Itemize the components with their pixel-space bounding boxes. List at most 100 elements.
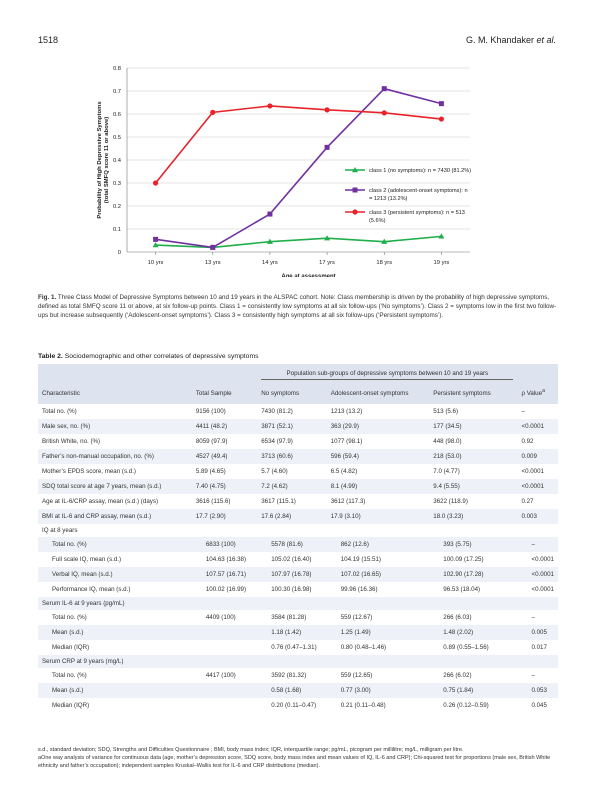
table-cell: 107.57 (16.71): [191, 567, 258, 582]
table-cell: 0.58 (1.68): [257, 683, 327, 698]
table-cell: [191, 698, 258, 713]
y-tick-label: 0.7: [113, 89, 121, 95]
table-cell: 99.96 (16.36): [326, 582, 430, 597]
table-cell: 266 (6.03): [429, 610, 518, 625]
table-cell: 3871 (52.1): [257, 419, 327, 434]
table-cell: 513 (5.6): [429, 404, 518, 419]
table-cell: 3584 (81.28): [257, 610, 327, 625]
table-row: Total no. (%) 4409 (100) 3584 (81.28) 559 (…: [38, 610, 558, 625]
table-row: Father’s non-manual occupation, no. (%) 4…: [38, 449, 558, 464]
table-cell: [517, 655, 558, 668]
table-cell: Mean (s.d.): [38, 625, 192, 640]
table-cell: [191, 625, 258, 640]
table-row: Total no. (%) 4417 (100) 3592 (81.32) 559 (…: [38, 668, 558, 683]
depressive-symptoms-line-chart: 0 0.1 0.2 0.3 0.4 0.5 0.6 0.7 0.8 10 yrs 13 yrs 14 …: [97, 66, 471, 277]
figure-label: Fig. 1.: [38, 294, 57, 301]
col-header-p-value: ρ Valuea: [517, 382, 558, 404]
table-cell: [429, 524, 518, 537]
table-cell: 0.005: [517, 625, 558, 640]
table-cell: 5.89 (4.65): [191, 464, 258, 479]
y-axis-label-line2: (total SMFQ score 11 or above): [104, 117, 110, 203]
table-cell: Median (IQR): [38, 698, 192, 713]
header-blank: [38, 364, 192, 382]
table-footnotes: s.d., standard deviation; SDQ, Strengths…: [38, 746, 563, 770]
legend-label: class 3 (persistent symptoms): n = 513: [369, 210, 465, 216]
data-point-square: [267, 211, 273, 217]
table-cell: 0.92: [517, 434, 558, 449]
table-cell: [326, 655, 430, 668]
table-cell: 4411 (48.2): [191, 419, 258, 434]
x-tick-label: 17 yrs: [319, 260, 335, 266]
table-cell: [257, 655, 327, 668]
table-cell: 393 (5.75): [429, 537, 518, 552]
running-header-authors: G. M. Khandaker et al.: [466, 35, 556, 45]
table-cell: 0.045: [517, 698, 558, 713]
col-header-adolescent-onset: Adolescent-onset symptoms: [326, 382, 430, 404]
table-cell: [257, 524, 327, 537]
table-group-row: Serum CRP at 9 years (mg/L): [38, 655, 558, 668]
col-header-persistent: Persistent symptoms: [429, 382, 518, 404]
table-cell: 6534 (97.9): [257, 434, 327, 449]
table-cell: 3713 (60.6): [257, 449, 327, 464]
header-blank: [191, 364, 258, 382]
series-line-3: [154, 105, 442, 184]
table-row: Full scale IQ, mean (s.d.) 104.63 (16.38)…: [38, 552, 558, 567]
data-point-square: [438, 101, 444, 107]
table-cell: SDQ total score at age 7 years, mean (s.…: [38, 479, 192, 494]
table-cell: 4527 (49.4): [191, 449, 258, 464]
table-cell: [326, 524, 430, 537]
table-cell: Mean (s.d.): [38, 683, 192, 698]
data-point-circle: [381, 110, 387, 116]
series-line-1: [155, 235, 442, 249]
col-header-no-symptoms: No symptoms: [257, 382, 327, 404]
table-cell: 18.0 (3.23): [429, 509, 518, 524]
table-cell: 3622 (118.9): [429, 494, 518, 509]
table-cell: [429, 597, 518, 610]
table-cell: 107.97 (16.78): [257, 567, 327, 582]
legend-marker-square: [352, 187, 358, 193]
y-tick-label: 0.8: [113, 66, 121, 72]
series-line-2: [155, 87, 442, 249]
table-cell: <0.0001: [517, 479, 558, 494]
et-al-text: et al.: [536, 35, 556, 45]
table-cell: 3617 (115.1): [257, 494, 327, 509]
table-cell: 100.02 (16.99): [191, 582, 258, 597]
table-cell: 7.0 (4.77): [429, 464, 518, 479]
table-row: Performance IQ, mean (s.d.) 100.02 (16.99…: [38, 582, 558, 597]
table-cell: 6833 (100): [191, 537, 258, 552]
y-tick-label: 0: [118, 250, 121, 256]
table-cell: 5578 (81.6): [257, 537, 327, 552]
table-cell: 105.02 (16.40): [257, 552, 327, 567]
table-cell: 7.2 (4.62): [257, 479, 327, 494]
table-cell: 0.21 (0.11–0.48): [326, 698, 430, 713]
table-cell: 0.053: [517, 683, 558, 698]
table-cell: 96.53 (18.04): [429, 582, 518, 597]
table-cell: 1077 (98.1): [326, 434, 430, 449]
table-cell: 3612 (117.3): [326, 494, 430, 509]
y-tick-label: 0.6: [113, 112, 121, 118]
table-cell: 104.19 (15.51): [326, 552, 430, 567]
p-value-footnote-mark: a: [542, 388, 545, 395]
table-row: Male sex, no. (%) 4411 (48.2) 3871 (52.1) 3…: [38, 419, 558, 434]
table-cell: 17.6 (2.84): [257, 509, 327, 524]
table-cell: BMI at IL-6 and CRP assay, mean (s.d.): [38, 509, 192, 524]
legend-label: = 1213 (13.2%): [369, 196, 408, 202]
table-group-row: IQ at 8 years: [38, 524, 558, 537]
table-cell: 559 (12.67): [326, 610, 430, 625]
table-group-row: Serum IL-6 at 9 years (pg/mL): [38, 597, 558, 610]
table-cell: <0.0001: [517, 464, 558, 479]
table-row: Age at IL-6/CRP assay, mean (s.d.) (days…: [38, 494, 558, 509]
table-cell: 0.80 (0.48–1.46): [326, 640, 430, 655]
table-cell: Male sex, no. (%): [38, 419, 192, 434]
table-row: Mean (s.d.) 0.58 (1.68) 0.77 (3.00) 0.75 (1…: [38, 683, 558, 698]
table-cell: <0.0001: [517, 582, 558, 597]
table-cell: 0.26 (0.12–0.59): [429, 698, 518, 713]
table-row: BMI at IL-6 and CRP assay, mean (s.d.) 17…: [38, 509, 558, 524]
table-cell: 266 (6.02): [429, 668, 518, 683]
data-point-circle: [438, 116, 445, 122]
table-cell: 448 (98.0): [429, 434, 518, 449]
table-cell: 1.48 (2.02): [429, 625, 518, 640]
table-cell: Full scale IQ, mean (s.d.): [38, 552, 192, 567]
table-row: SDQ total score at age 7 years, mean (s.…: [38, 479, 558, 494]
p-value-label: ρ Value: [521, 390, 543, 398]
